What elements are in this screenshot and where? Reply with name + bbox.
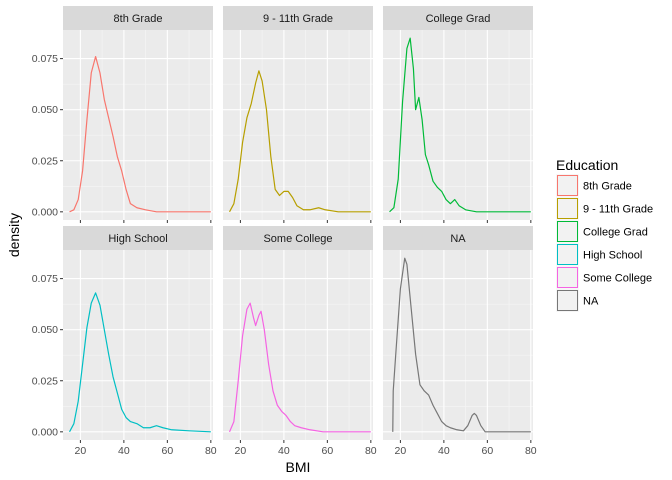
facet-strip bbox=[63, 226, 213, 250]
y-tick-label: 0.075 bbox=[32, 273, 58, 285]
facet-panel: College Grad bbox=[383, 6, 533, 223]
legend-entry-label: High School bbox=[583, 250, 642, 262]
density-curve-line bbox=[68, 292, 211, 433]
legend-title: Education bbox=[556, 157, 618, 173]
legend-key-background bbox=[555, 196, 580, 221]
legend-entry-label: College Grad bbox=[583, 227, 648, 239]
facet-panel: Some College 20 40 60 80 bbox=[223, 226, 377, 457]
panel-background bbox=[383, 30, 533, 220]
legend-entry-label: Some College bbox=[583, 273, 652, 285]
legend: Education 8th Grade 9 - 11th Grade College … bbox=[555, 157, 653, 313]
facet-panel: High School 0.000 0.025 0.050 0.075 20 40 60 80 bbox=[32, 226, 217, 457]
legend-entry-label: 8th Grade bbox=[583, 181, 632, 193]
x-tick-label: 60 bbox=[162, 445, 174, 457]
density-curve-line bbox=[228, 302, 371, 433]
facet-strip-label: Some College bbox=[263, 233, 332, 245]
legend-key-background bbox=[555, 219, 580, 244]
x-tick-label: 60 bbox=[322, 445, 334, 457]
facet-strip bbox=[63, 6, 213, 30]
density-curve-line bbox=[228, 70, 371, 213]
density-curve-line bbox=[69, 55, 211, 213]
y-tick-label: 0.025 bbox=[32, 155, 58, 167]
x-tick-label: 20 bbox=[395, 445, 407, 457]
legend-entry-label: NA bbox=[583, 296, 599, 308]
y-tick-label: 0.075 bbox=[32, 53, 58, 65]
legend-key-swatch bbox=[557, 267, 578, 288]
legend-key-swatch bbox=[557, 198, 578, 219]
legend-key-background bbox=[555, 242, 580, 267]
y-tick-label: 0.050 bbox=[32, 104, 58, 116]
legend-key-swatch bbox=[557, 290, 578, 311]
legend-key-swatch bbox=[557, 244, 578, 265]
x-tick-label: 80 bbox=[205, 445, 217, 457]
legend-key-background bbox=[555, 173, 580, 198]
facet-strip bbox=[223, 226, 373, 250]
legend-key-swatch bbox=[557, 175, 578, 196]
legend-key-swatch bbox=[557, 221, 578, 242]
x-tick-label: 40 bbox=[118, 445, 130, 457]
x-tick-label: 80 bbox=[525, 445, 537, 457]
panel-background bbox=[63, 250, 213, 440]
legend-entry-label: 9 - 11th Grade bbox=[583, 204, 653, 216]
facet-strip-label: College Grad bbox=[426, 13, 491, 25]
x-tick-label: 20 bbox=[75, 445, 87, 457]
y-tick-label: 0.000 bbox=[32, 206, 58, 218]
y-tick-label: 0.025 bbox=[32, 375, 58, 387]
facet-strip-label: 9 - 11th Grade bbox=[263, 13, 333, 25]
facet-panel: 9 - 11th Grade bbox=[223, 6, 373, 223]
facet-strip-label: NA bbox=[450, 233, 466, 245]
facet-strip-label: High School bbox=[108, 233, 167, 245]
y-tick-label: 0.050 bbox=[32, 324, 58, 336]
y-tick-label: 0.000 bbox=[32, 426, 58, 438]
x-tick-label: 40 bbox=[278, 445, 290, 457]
x-axis-title: BMI bbox=[286, 459, 311, 475]
panel-background bbox=[63, 30, 213, 220]
facet-strip bbox=[383, 6, 533, 30]
facet-panel: 8th Grade 0.000 0.025 0.050 0.075 bbox=[32, 6, 213, 223]
x-tick-label: 40 bbox=[438, 445, 450, 457]
facet-panel: NA 20 40 60 80 bbox=[383, 226, 537, 457]
x-tick-label: 20 bbox=[235, 445, 247, 457]
legend-key-background bbox=[555, 265, 580, 290]
facet-strip bbox=[383, 226, 533, 250]
y-axis-title: density bbox=[6, 213, 22, 257]
panel-background bbox=[223, 30, 373, 220]
x-tick-label: 80 bbox=[365, 445, 377, 457]
density-curve-line bbox=[389, 37, 531, 213]
x-tick-label: 60 bbox=[482, 445, 494, 457]
facet-strip-label: 8th Grade bbox=[114, 13, 163, 25]
legend-key-background bbox=[555, 288, 580, 313]
panel-background bbox=[223, 250, 373, 440]
facet-strip bbox=[223, 6, 373, 30]
density-curve-line bbox=[392, 257, 531, 433]
